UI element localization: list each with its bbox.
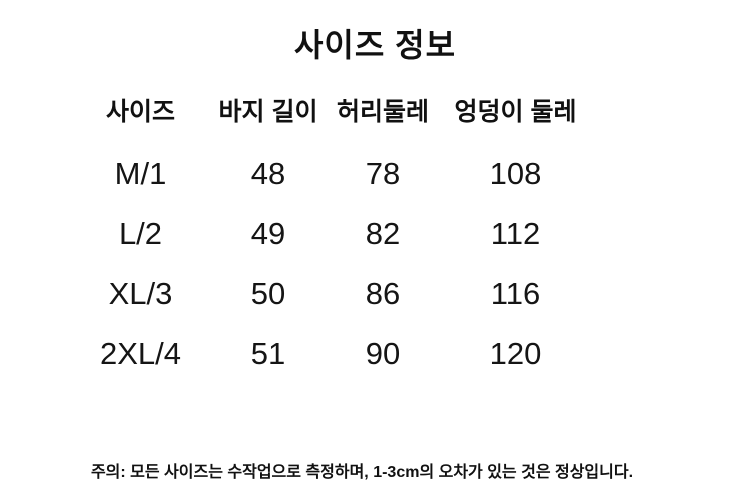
table-row: M/1 48 78 108 — [78, 144, 750, 204]
cell-size: 2XL/4 — [99, 336, 181, 371]
column-header-hip: 엉덩이 둘레 — [454, 98, 577, 126]
cell-hip: 112 — [490, 216, 541, 251]
cell-waist: 90 — [365, 336, 401, 371]
page-title: 사이즈 정보 — [293, 27, 457, 63]
column-header-waist: 허리둘레 — [336, 98, 429, 126]
table-row: XL/3 50 86 116 — [78, 264, 750, 324]
cell-hip: 108 — [489, 156, 542, 191]
table-row: 2XL/4 51 90 120 — [78, 324, 750, 384]
cell-length: 51 — [250, 336, 286, 371]
cell-size: M/1 — [114, 156, 167, 191]
cell-hip: 120 — [489, 336, 542, 371]
column-header-length: 바지 길이 — [218, 98, 318, 126]
cell-size: L/2 — [118, 216, 163, 251]
table-row: L/2 49 82 112 — [78, 204, 750, 264]
column-header-size: 사이즈 — [105, 98, 175, 126]
cell-hip: 116 — [490, 276, 541, 311]
cell-length: 49 — [250, 216, 286, 251]
cell-waist: 78 — [365, 156, 401, 191]
measurement-disclaimer: 주의: 모든 사이즈는 수작업으로 측정하며, 1-3cm의 오차가 있는 것은… — [90, 464, 634, 481]
cell-waist: 86 — [365, 276, 401, 311]
cell-size: XL/3 — [108, 276, 173, 311]
cell-length: 48 — [250, 156, 286, 191]
size-table: 사이즈 바지 길이 허리둘레 엉덩이 둘레 M/1 48 78 108 L/2 … — [0, 92, 750, 384]
table-header-row: 사이즈 바지 길이 허리둘레 엉덩이 둘레 — [78, 92, 750, 128]
cell-length: 50 — [250, 276, 286, 311]
cell-waist: 82 — [365, 216, 401, 251]
